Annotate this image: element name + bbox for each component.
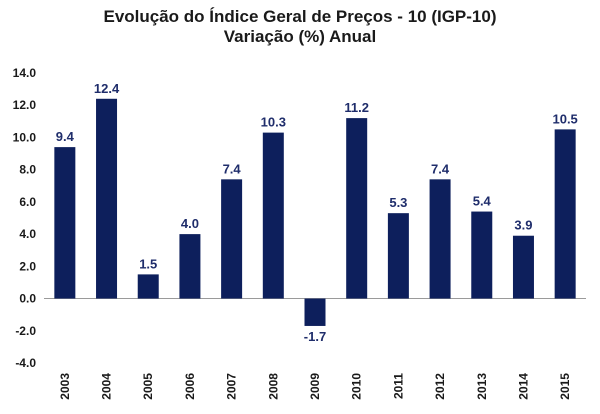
x-tick-label: 2011 [391, 373, 405, 399]
y-tick-label: 10.0 [13, 130, 37, 144]
chart-title: Evolução do Índice Geral de Preços - 10 … [103, 7, 497, 26]
bar-2008 [262, 132, 284, 299]
y-tick-label: 4.0 [19, 227, 36, 241]
bars [54, 98, 576, 326]
y-axis: -4.0 -2.0 0.0 2.0 4.0 6.0 8.0 10.0 12.0 14.0 [13, 66, 586, 370]
x-tick-label: 2012 [433, 373, 447, 400]
bar-2013 [471, 211, 493, 299]
bar-2003 [54, 147, 76, 299]
x-tick-label: 2010 [350, 373, 364, 400]
bar-2006 [179, 234, 201, 299]
x-tick-label: 2008 [266, 373, 280, 400]
y-tick-label: 2.0 [19, 259, 36, 273]
bar-2005 [137, 274, 159, 299]
data-label-2012: 7.4 [431, 161, 450, 176]
data-label-2015: 10.5 [552, 111, 577, 126]
y-tick-label: -4.0 [15, 356, 36, 370]
data-label-2014: 3.9 [514, 218, 532, 233]
bar-2014 [512, 235, 534, 299]
y-tick-label: 12.0 [13, 98, 37, 112]
bar-2009 [304, 298, 326, 326]
bar-2004 [96, 98, 118, 299]
data-labels: 9.4 12.4 1.5 4.0 7.4 10.3 -1.7 11.2 5.3 7.4 5.4 3.9… [56, 81, 578, 344]
y-tick-label: 0.0 [19, 292, 36, 306]
y-tick-label: 6.0 [19, 195, 36, 209]
x-tick-label: 2013 [475, 373, 489, 400]
bar-2011 [387, 213, 409, 299]
y-tick-label: 8.0 [19, 163, 36, 177]
data-label-2003: 9.4 [56, 129, 75, 144]
x-tick-label: 2006 [183, 373, 197, 400]
chart-subtitle: Variação (%) Anual [223, 27, 377, 46]
bar-2015 [554, 129, 576, 299]
x-tick-label: 2004 [100, 373, 114, 400]
x-axis: 2003 2004 2005 2006 2007 2008 2009 2010 2011 2012… [58, 373, 572, 400]
data-label-2006: 4.0 [181, 216, 199, 231]
bar-2012 [429, 179, 451, 299]
x-tick-label: 2003 [58, 373, 72, 400]
data-label-2011: 5.3 [389, 195, 407, 210]
x-tick-label: 2007 [225, 373, 239, 400]
bar-2007 [221, 179, 243, 299]
data-label-2007: 7.4 [223, 161, 242, 176]
data-label-2010: 11.2 [344, 100, 369, 115]
x-tick-label: 2015 [558, 373, 572, 400]
bar-2010 [346, 118, 368, 299]
data-label-2005: 1.5 [139, 256, 157, 271]
data-label-2008: 10.3 [261, 115, 286, 130]
data-label-2009: -1.7 [304, 329, 326, 344]
x-tick-label: 2005 [141, 373, 155, 400]
data-label-2004: 12.4 [94, 81, 120, 96]
x-tick-label: 2014 [516, 373, 530, 400]
y-tick-label: 14.0 [13, 66, 37, 80]
x-tick-label: 2009 [308, 373, 322, 400]
data-label-2013: 5.4 [473, 194, 492, 209]
y-tick-label: -2.0 [15, 324, 36, 338]
